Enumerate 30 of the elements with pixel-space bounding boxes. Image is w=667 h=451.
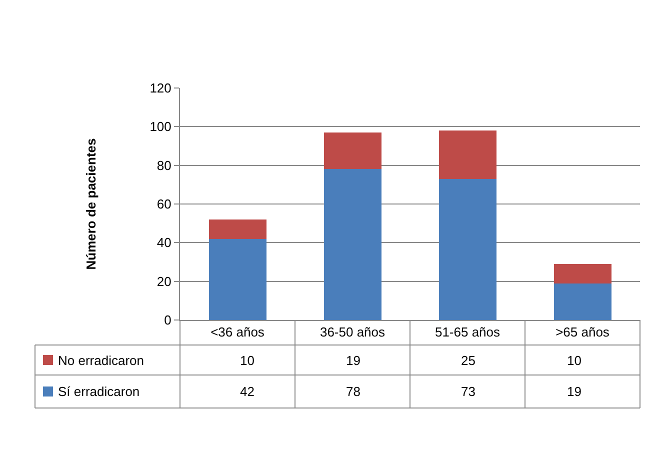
data-label: 78 <box>346 384 360 399</box>
legend-label: No erradicaron <box>58 353 144 368</box>
x-tick-label: 36-50 años <box>320 324 386 340</box>
data-label: 19 <box>567 384 582 399</box>
y-tick-label: 20 <box>156 274 172 289</box>
y-tick-label: 80 <box>156 158 172 173</box>
bar <box>438 178 496 320</box>
y-tick-label: 120 <box>150 80 172 96</box>
data-label: 10 <box>240 353 254 368</box>
y-axis-title: Número de pacientes <box>84 138 99 270</box>
legend-label: Sí erradicaron <box>58 384 140 399</box>
x-tick-label: 51-65 años <box>434 324 501 340</box>
bar <box>324 169 382 320</box>
bar <box>554 283 612 320</box>
data-label: 42 <box>240 384 254 399</box>
bar <box>208 219 266 239</box>
y-tick-label: 0 <box>164 312 172 328</box>
x-tick-label: >65 años <box>556 324 610 340</box>
bar <box>554 264 612 284</box>
data-label: 25 <box>461 353 476 368</box>
y-tick-label: 40 <box>156 235 172 250</box>
bar <box>208 238 266 320</box>
x-tick-label: <36 años <box>210 324 265 340</box>
y-tick-label: 100 <box>150 119 172 134</box>
data-label: 10 <box>567 353 582 368</box>
data-label: 73 <box>461 384 476 399</box>
y-tick-label: 60 <box>156 196 172 212</box>
bar <box>324 132 382 170</box>
data-label: 19 <box>346 353 360 368</box>
bar <box>438 130 496 179</box>
